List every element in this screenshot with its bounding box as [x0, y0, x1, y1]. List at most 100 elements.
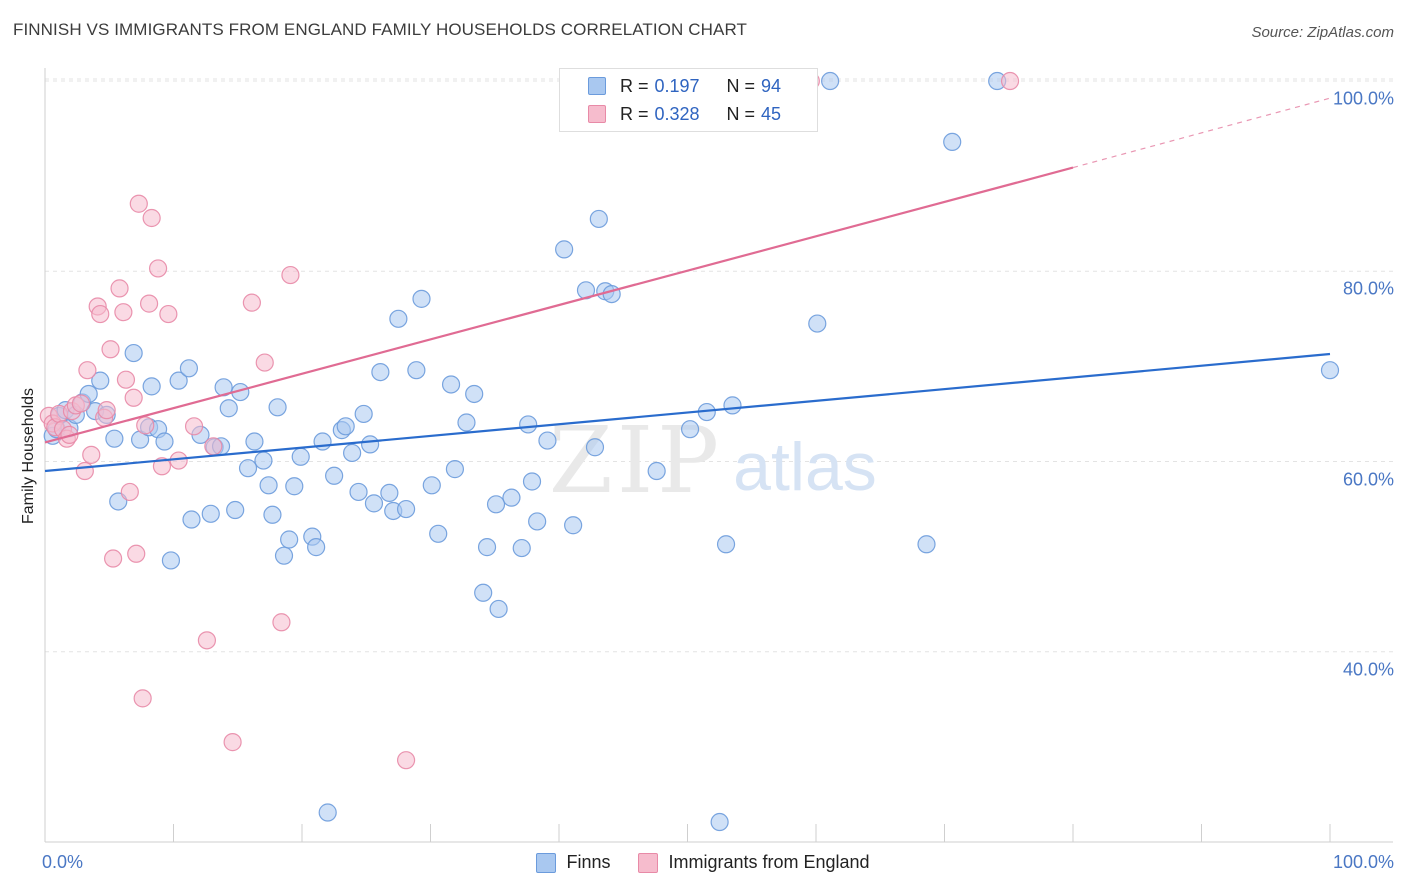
finns-point — [254, 451, 273, 470]
series-legend: Finns Immigrants from England — [0, 852, 1406, 873]
legend-r-value: 0.328 — [654, 103, 700, 124]
finns-point — [179, 359, 199, 378]
finns-point — [522, 472, 542, 491]
england-point — [142, 208, 161, 228]
legend-n-value: 94 — [761, 75, 782, 96]
legend-finns-label: Finns — [566, 852, 611, 872]
finns-point — [361, 435, 380, 454]
england-point — [255, 353, 274, 372]
legend-row-finns: R = 0.197 N = 94 — [588, 74, 781, 98]
finns-point — [407, 361, 426, 380]
finns-point — [226, 500, 245, 520]
finns-point — [528, 512, 547, 531]
x-tick-label: 100.0% — [1332, 852, 1394, 872]
finns-point — [457, 413, 476, 432]
england-point — [127, 544, 146, 563]
finns-point — [445, 460, 465, 479]
finns-point — [263, 505, 282, 524]
legend-item-england[interactable]: Immigrants from England — [638, 852, 870, 873]
finns-point — [589, 209, 608, 229]
finns-point — [486, 495, 506, 514]
england-point — [82, 445, 101, 464]
england-point — [152, 457, 172, 476]
england-point — [136, 416, 155, 435]
finns-point — [555, 240, 574, 259]
finns-point — [371, 362, 390, 382]
finns-point — [124, 343, 143, 363]
england-swatch — [588, 105, 606, 123]
y-tick-label: 100.0% — [1332, 88, 1394, 109]
england-swatch — [638, 852, 659, 873]
england-point — [281, 265, 300, 285]
finns-point — [441, 375, 461, 394]
england-point — [120, 482, 139, 502]
england-point — [159, 304, 178, 324]
finns-point — [502, 488, 521, 507]
finns-point — [917, 535, 936, 554]
finns-point — [422, 476, 441, 495]
legend-row-england: R = 0.328 N = 45 — [588, 102, 781, 126]
finns-point — [91, 371, 110, 390]
finns-trend-line — [44, 352, 1331, 473]
england-point — [139, 294, 159, 313]
finns-point — [142, 377, 161, 396]
finns-point — [710, 812, 729, 832]
legend-r-label: R = — [620, 75, 649, 96]
england-point — [104, 549, 123, 568]
england-point — [110, 279, 129, 298]
finns-swatch — [588, 77, 606, 95]
y-tick-label: 60.0% — [1342, 469, 1394, 489]
finns-point — [474, 583, 493, 602]
finns-point — [519, 415, 538, 434]
finns-point — [364, 494, 384, 513]
finns-point — [155, 432, 174, 451]
finns-point — [538, 431, 557, 450]
finns-point — [245, 432, 264, 451]
england-point — [91, 304, 110, 324]
england-trend-line — [44, 166, 1074, 444]
england-point — [101, 340, 120, 359]
finns-point — [349, 482, 368, 502]
england-point — [272, 613, 291, 632]
finns-point — [389, 309, 408, 328]
finns-point — [182, 510, 201, 529]
finns-point — [380, 483, 399, 503]
finns-point — [1320, 361, 1340, 380]
england-point — [116, 370, 136, 389]
finns-point — [291, 447, 310, 466]
finns-point — [489, 599, 508, 619]
legend-n-label: N = — [726, 75, 756, 96]
stats-legend: R = 0.197 N = 94 R = 0.328 N = 45 — [559, 68, 818, 132]
finns-point — [723, 396, 742, 415]
finns-point — [336, 417, 355, 436]
legend-n-label: N = — [726, 103, 756, 124]
england-point — [197, 631, 217, 650]
england-point — [184, 417, 204, 436]
finns-point — [259, 476, 278, 495]
finns-point — [680, 420, 700, 439]
england-point — [71, 394, 91, 413]
england-point — [396, 751, 416, 770]
finns-point — [585, 438, 605, 457]
england-point — [133, 689, 152, 708]
finns-point — [318, 803, 337, 822]
finns-point — [647, 461, 666, 481]
watermark-atlas: atlas — [733, 429, 877, 505]
england-point — [148, 259, 168, 278]
finns-point — [808, 314, 827, 333]
england-point — [75, 461, 94, 481]
finns-point — [512, 538, 531, 558]
finns-point — [169, 371, 188, 390]
legend-item-finns[interactable]: Finns — [536, 852, 610, 873]
finns-point — [238, 459, 258, 478]
finns-point — [716, 535, 736, 554]
england-point — [1000, 71, 1020, 91]
legend-england-label: Immigrants from England — [668, 852, 870, 872]
finns-point — [274, 546, 294, 565]
legend-n-value: 45 — [761, 103, 782, 124]
legend-r-value: 0.197 — [654, 75, 700, 96]
finns-point — [343, 443, 362, 463]
england-point — [129, 194, 148, 213]
y-tick-label: 80.0% — [1342, 278, 1394, 299]
finns-point — [412, 289, 431, 308]
